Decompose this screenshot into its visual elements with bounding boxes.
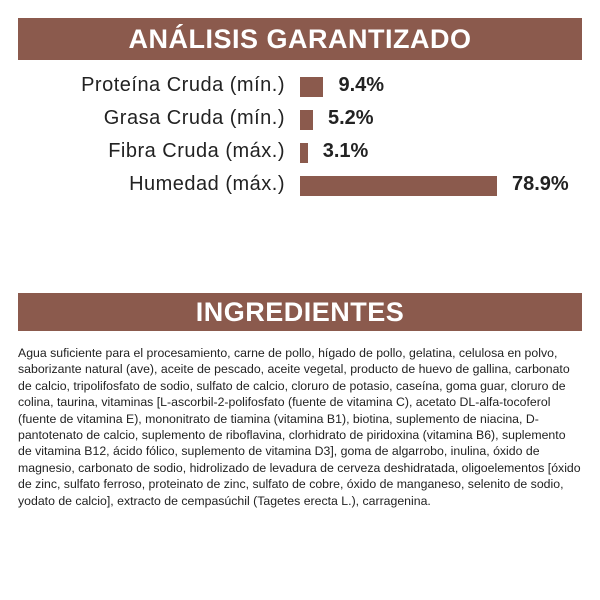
- ingredients-text: Agua suficiente para el procesamiento, c…: [18, 346, 581, 508]
- category-label: Proteína Cruda (mín.): [81, 74, 285, 96]
- category-label: Humedad (máx.): [129, 173, 285, 195]
- bar: [300, 110, 313, 130]
- value-label: 3.1%: [322, 140, 369, 162]
- category-label: Fibra Cruda (máx.): [108, 140, 285, 162]
- bar: [300, 143, 308, 163]
- ingredients-title: INGREDIENTES: [18, 293, 582, 331]
- category-label: Grasa Cruda (mín.): [103, 107, 285, 129]
- bar: [300, 77, 324, 97]
- chart-title: ANÁLISIS GARANTIZADO: [18, 18, 582, 60]
- bar: [300, 176, 497, 196]
- value-label: 78.9%: [512, 173, 569, 195]
- value-label: 9.4%: [338, 74, 385, 96]
- value-label: 5.2%: [327, 107, 374, 129]
